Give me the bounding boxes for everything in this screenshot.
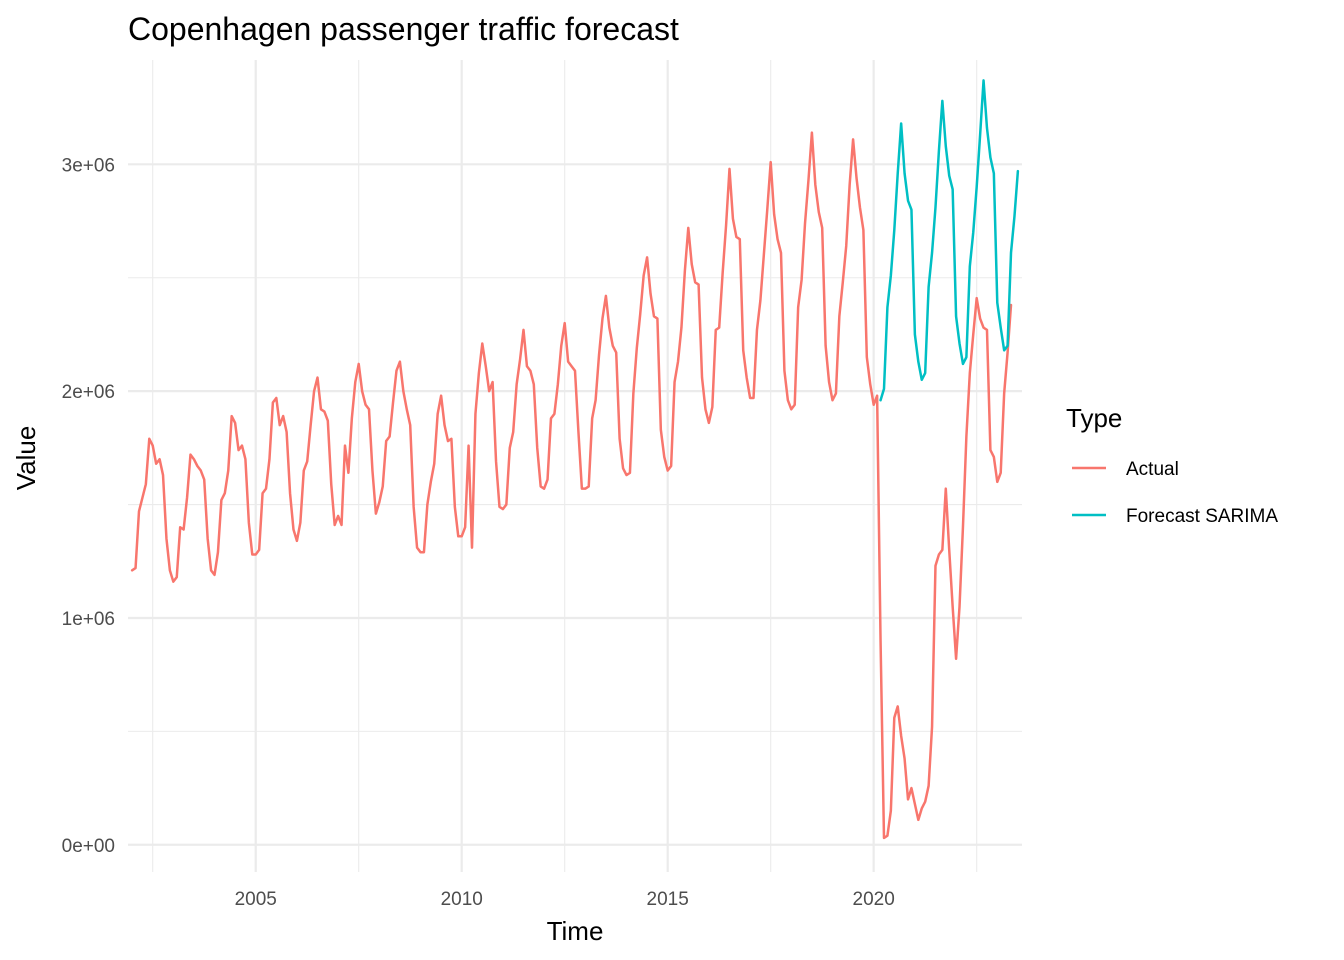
y-tick-label: 1e+06 [62, 609, 115, 630]
major-gridlines [128, 60, 1022, 872]
series-layer [130, 79, 1020, 840]
legend-title: Type [1066, 403, 1122, 433]
series-line-forecast-sarima [879, 79, 1020, 402]
y-tick-label: 3e+06 [62, 155, 115, 176]
x-axis-ticks: 2005 2010 2015 2020 [235, 889, 895, 910]
minor-gridlines [128, 60, 1022, 872]
legend-label: Forecast SARIMA [1126, 506, 1278, 527]
legend-entries: Actual Forecast SARIMA [1072, 459, 1278, 527]
y-axis-title: Value [11, 426, 41, 491]
y-axis-ticks: 0e+00 1e+06 2e+06 3e+06 [62, 155, 115, 856]
x-tick-label: 2010 [441, 889, 483, 910]
legend-label: Actual [1126, 459, 1179, 480]
y-tick-label: 2e+06 [62, 382, 115, 403]
x-tick-label: 2005 [235, 889, 277, 910]
plot-panel [128, 60, 1022, 872]
series-line-actual [130, 131, 1013, 840]
x-axis-title: Time [547, 916, 604, 946]
chart-title: Copenhagen passenger traffic forecast [128, 11, 679, 47]
x-tick-label: 2020 [853, 889, 895, 910]
y-tick-label: 0e+00 [62, 836, 115, 857]
x-tick-label: 2015 [647, 889, 689, 910]
legend: Type Actual Forecast SARIMA [1066, 403, 1278, 527]
